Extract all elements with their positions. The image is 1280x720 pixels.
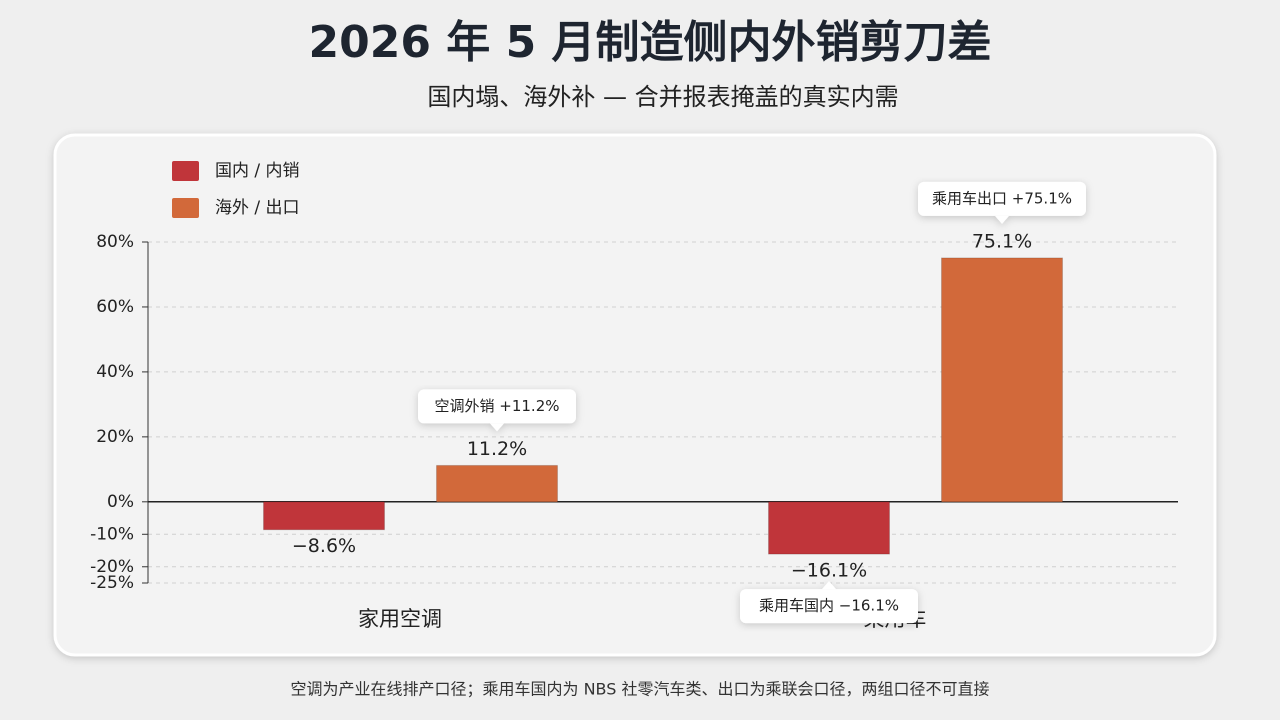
callout-pointer <box>490 423 504 432</box>
value-label: −8.6% <box>292 535 356 557</box>
y-tick-label: 60% <box>96 297 134 317</box>
footnote: 空调为产业在线排产口径；乘用车国内为 NBS 社零汽车类、出口为乘联会口径，两组… <box>291 680 990 699</box>
legend-label: 海外 / 出口 <box>215 198 300 218</box>
value-label: 11.2% <box>467 438 527 460</box>
callout-box <box>418 389 576 424</box>
x-tick-label: 家用空调 <box>358 607 442 631</box>
callout-text: 乘用车出口 +75.1% <box>932 189 1072 207</box>
callout <box>918 181 1086 224</box>
callout-box <box>918 181 1086 216</box>
bar <box>436 464 558 503</box>
callout <box>740 581 918 624</box>
bar <box>768 501 890 555</box>
y-tick-label: -25% <box>90 573 134 593</box>
legend-swatch <box>172 198 199 218</box>
y-tick-label: -20% <box>90 557 134 577</box>
callout-box <box>740 589 918 624</box>
y-tick-label: 0% <box>107 492 134 512</box>
value-label: 75.1% <box>972 230 1032 252</box>
chart-title: 2026 年 5 月制造侧内外销剪刀差 <box>308 17 991 68</box>
y-tick-label: 80% <box>96 232 134 252</box>
callout-text: 乘用车国内 −16.1% <box>759 597 899 615</box>
callout-pointer <box>822 581 836 590</box>
legend-swatch <box>172 161 199 181</box>
chart-subtitle: 国内塌、海外补 — 合并报表掩盖的真实内需 <box>427 83 898 111</box>
y-tick-label: 40% <box>96 362 134 382</box>
legend-label: 国内 / 内销 <box>215 161 300 181</box>
y-tick-label: -10% <box>90 524 134 544</box>
callout-pointer <box>995 215 1009 224</box>
callout <box>418 389 576 432</box>
bar <box>941 257 1063 503</box>
bar <box>263 501 385 531</box>
callout-text: 空调外销 +11.2% <box>435 397 560 415</box>
value-label: −16.1% <box>791 560 867 582</box>
y-tick-label: 20% <box>96 427 134 447</box>
